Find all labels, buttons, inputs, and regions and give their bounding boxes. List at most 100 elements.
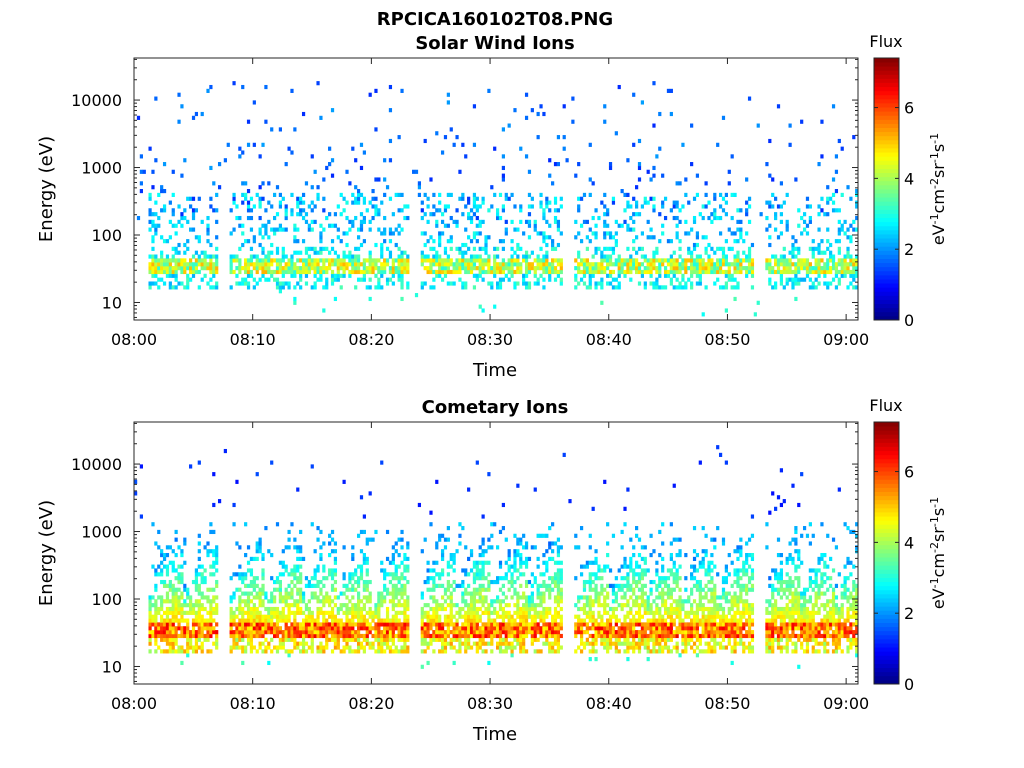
heatmap-cell <box>617 269 621 275</box>
heatmap-cell <box>345 215 349 221</box>
heatmap-cell <box>545 235 549 240</box>
heatmap-cell <box>267 266 271 271</box>
heatmap-cell <box>469 618 474 623</box>
heatmap-cell <box>721 258 726 263</box>
heatmap-cell <box>310 630 314 635</box>
heatmap-cell <box>501 637 505 642</box>
heatmap-cell <box>733 231 737 236</box>
heatmap-cell <box>800 119 804 124</box>
heatmap-cell <box>577 618 581 623</box>
heatmap-cell <box>574 219 578 224</box>
heatmap-cell <box>823 212 827 217</box>
heatmap-cell <box>597 603 601 608</box>
heatmap-cell <box>606 246 610 251</box>
heatmap-cell <box>678 269 682 275</box>
heatmap-cell <box>275 266 280 271</box>
heatmap-cell <box>255 583 259 588</box>
heatmap-cell <box>177 572 181 577</box>
heatmap-cell <box>351 553 355 558</box>
heatmap-cell <box>597 626 601 631</box>
heatmap-cell <box>356 633 361 639</box>
heatmap-cell <box>684 269 688 275</box>
heatmap-cell <box>594 208 598 213</box>
heatmap-cell <box>284 637 288 642</box>
heatmap-cell <box>721 246 726 251</box>
heatmap-cell <box>406 579 410 585</box>
heatmap-cell <box>800 262 804 267</box>
heatmap-cell <box>438 239 442 244</box>
heatmap-cell <box>183 583 187 588</box>
heatmap-cell <box>678 219 682 224</box>
heatmap-cell <box>443 645 448 650</box>
heatmap-cell <box>191 254 196 259</box>
heatmap-cell <box>797 208 801 213</box>
heatmap-cell <box>733 285 737 290</box>
heatmap-cell <box>553 266 558 271</box>
heatmap-cell <box>388 250 393 255</box>
heatmap-cell <box>215 560 219 565</box>
heatmap-cell <box>817 212 821 217</box>
heatmap-cell <box>626 641 630 646</box>
heatmap-cell <box>426 219 430 224</box>
heatmap-cell <box>380 645 384 650</box>
heatmap-cell <box>632 626 636 631</box>
heatmap-cell <box>802 227 807 232</box>
heatmap-cell <box>805 204 810 209</box>
heatmap-cell <box>736 285 740 290</box>
heatmap-cell <box>351 649 355 654</box>
heatmap-cell <box>356 246 361 251</box>
heatmap-cell <box>516 576 520 581</box>
heatmap-cell <box>249 610 254 615</box>
colorbar-segment <box>874 238 899 243</box>
heatmap-cell <box>490 599 494 604</box>
heatmap-cell <box>362 587 366 592</box>
heatmap-cell <box>165 262 170 267</box>
heatmap-cell <box>438 258 442 263</box>
heatmap-cell <box>264 258 268 263</box>
heatmap-cell <box>707 269 711 275</box>
heatmap-cell <box>681 273 685 278</box>
heatmap-cell <box>168 587 172 592</box>
heatmap-cell <box>516 483 520 488</box>
heatmap-cell <box>278 599 282 604</box>
heatmap-cell <box>464 626 468 631</box>
heatmap-cell <box>403 637 407 642</box>
heatmap-cell <box>403 599 407 604</box>
heatmap-cell <box>481 568 485 573</box>
heatmap-cell <box>623 649 627 654</box>
heatmap-cell <box>330 576 335 581</box>
heatmap-cell <box>588 177 592 182</box>
heatmap-cell <box>212 599 216 604</box>
heatmap-cell <box>165 269 170 275</box>
heatmap-cell <box>626 649 630 654</box>
heatmap-cell <box>197 572 201 577</box>
heatmap-cell <box>797 258 801 263</box>
heatmap-cell <box>594 246 598 251</box>
heatmap-cell <box>342 603 346 608</box>
heatmap-cell <box>177 258 181 263</box>
heatmap-cell <box>197 633 201 639</box>
heatmap-cell <box>469 219 474 224</box>
heatmap-cell <box>536 266 540 271</box>
heatmap-cell <box>388 266 393 271</box>
heatmap-cell <box>574 285 578 290</box>
heatmap-cell <box>545 533 549 538</box>
heatmap-cell <box>577 231 581 236</box>
heatmap-cell <box>635 583 639 588</box>
heatmap-cell <box>229 606 233 612</box>
heatmap-cell <box>356 189 361 194</box>
heatmap-cell <box>846 250 850 255</box>
heatmap-cell <box>244 239 248 244</box>
heatmap-cell <box>264 262 268 267</box>
heatmap-cell <box>348 599 352 604</box>
heatmap-cell <box>385 529 390 535</box>
heatmap-cell <box>278 560 282 565</box>
heatmap-cell <box>440 553 445 558</box>
heatmap-cell <box>661 285 665 290</box>
heatmap-cell <box>594 223 598 228</box>
heatmap-cell <box>423 231 427 236</box>
heatmap-cell <box>597 610 601 615</box>
heatmap-cell <box>377 258 381 263</box>
heatmap-cell <box>582 622 587 627</box>
heatmap-cell <box>736 219 740 224</box>
